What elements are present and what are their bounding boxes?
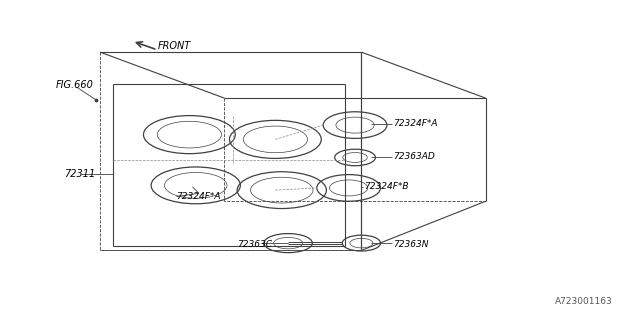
Text: 72324F*A: 72324F*A — [177, 192, 221, 201]
Text: 72363C: 72363C — [237, 240, 272, 249]
Text: 72363N: 72363N — [394, 240, 429, 249]
Text: 72324F*A: 72324F*A — [394, 119, 438, 128]
Text: FIG.660: FIG.660 — [56, 80, 93, 91]
Text: 72324F*B: 72324F*B — [365, 182, 409, 191]
Text: FRONT: FRONT — [157, 41, 191, 51]
Text: 72311: 72311 — [64, 169, 95, 179]
Text: 72363AD: 72363AD — [394, 152, 435, 161]
Text: A723001163: A723001163 — [556, 297, 613, 306]
